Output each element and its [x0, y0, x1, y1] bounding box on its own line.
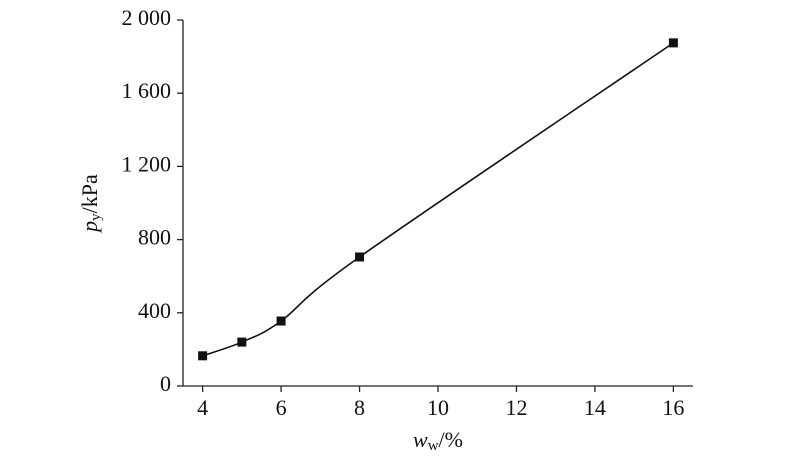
x-tick-label: 6: [276, 395, 287, 420]
y-label-unit: /kPa: [77, 174, 102, 213]
y-tick-label: 1 200: [122, 151, 172, 176]
y-axis-label: py/kPa: [77, 174, 104, 234]
data-point: [355, 252, 365, 262]
x-label-unit: /%: [439, 427, 463, 452]
y-tick-label: 1 600: [122, 78, 172, 103]
data-point: [198, 351, 208, 361]
y-tick-label: 2 000: [122, 5, 172, 30]
data-point: [276, 316, 286, 326]
y-label-sub: y: [88, 213, 104, 221]
x-tick-label: 10: [427, 395, 449, 420]
x-tick-label: 8: [354, 395, 365, 420]
y-tick-label: 800: [138, 225, 171, 250]
y-tick-label: 400: [138, 298, 171, 323]
x-label-var: w: [413, 427, 428, 452]
x-tick-label: 14: [584, 395, 606, 420]
y-tick-label: 0: [160, 371, 171, 396]
data-line: [202, 42, 674, 357]
x-tick-label: 4: [197, 395, 208, 420]
data-point: [668, 38, 678, 48]
x-tick-label: 16: [662, 395, 684, 420]
x-label-sub: w: [428, 438, 439, 454]
x-tick-label: 12: [505, 395, 527, 420]
x-axis-label: ww/%: [413, 427, 463, 454]
y-label-var: p: [77, 221, 102, 234]
data-point: [237, 337, 247, 347]
